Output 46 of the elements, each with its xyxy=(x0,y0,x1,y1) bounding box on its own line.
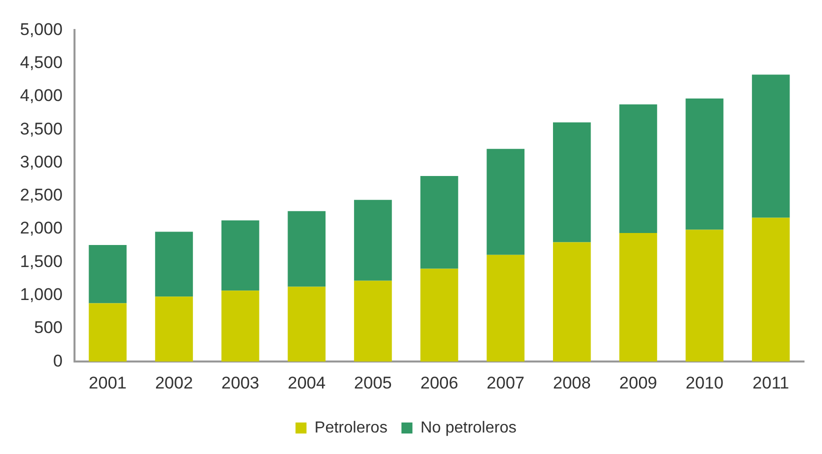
x-tick-label: 2001 xyxy=(88,373,127,392)
x-tick-label: 2008 xyxy=(552,373,591,392)
x-tick-label: 2005 xyxy=(354,373,392,392)
x-tick-label: 2004 xyxy=(288,373,326,392)
y-tick-label: 4,000 xyxy=(20,86,63,106)
bar xyxy=(88,303,127,362)
bar xyxy=(486,254,524,362)
bar xyxy=(420,176,458,269)
bar xyxy=(155,232,193,297)
x-tick-label: 2011 xyxy=(752,373,790,392)
bar xyxy=(486,148,524,255)
x-tick-label: 2003 xyxy=(221,373,260,392)
y-tick-label: 500 xyxy=(34,318,63,338)
x-tick-label: 2002 xyxy=(155,373,193,392)
bar xyxy=(221,290,260,362)
bar xyxy=(288,211,326,287)
bar xyxy=(553,242,591,362)
y-tick-label: 1,500 xyxy=(20,252,63,271)
bar xyxy=(752,74,790,218)
bar xyxy=(288,286,326,362)
y-tick-label: 3,500 xyxy=(20,119,63,138)
x-tick-label: 2006 xyxy=(420,373,458,392)
bar xyxy=(686,98,724,230)
bar xyxy=(420,268,458,362)
y-tick-label: 0 xyxy=(53,351,63,370)
y-tick-label: 5,000 xyxy=(20,20,63,39)
y-tick-label: 4,500 xyxy=(20,53,63,72)
bar xyxy=(619,104,658,234)
bar xyxy=(354,200,392,281)
legend-label: No petroleros xyxy=(420,419,516,436)
bar xyxy=(221,220,260,291)
legend-label: Petroleros xyxy=(314,419,388,436)
x-tick-label: 2010 xyxy=(686,373,724,392)
x-tick-label: 2007 xyxy=(486,373,524,392)
bar xyxy=(155,296,193,362)
y-tick-label: 2,000 xyxy=(20,218,63,238)
x-tick-label: 2009 xyxy=(619,373,658,392)
y-tick-label: 1,000 xyxy=(20,285,63,304)
bar xyxy=(686,230,724,362)
bar xyxy=(88,244,127,304)
bar xyxy=(752,218,790,362)
y-tick-label: 2,500 xyxy=(20,186,63,205)
bar xyxy=(354,280,392,362)
y-tick-label: 3,000 xyxy=(20,152,63,172)
bar xyxy=(553,122,591,242)
bar xyxy=(619,233,658,362)
